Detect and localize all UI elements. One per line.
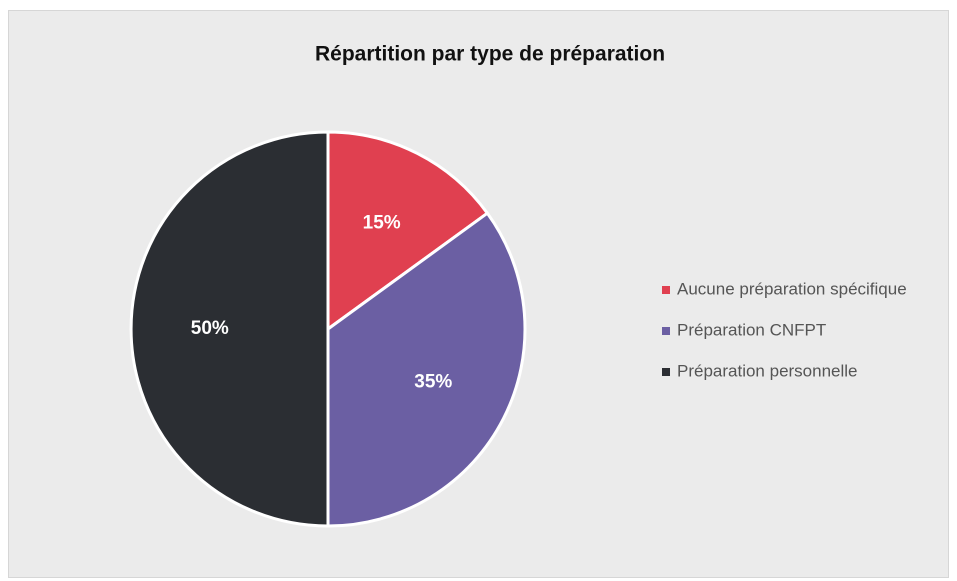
data-label: 15% (363, 213, 401, 234)
pie-slice (326, 211, 527, 528)
legend-label: Aucune préparation spécifique (677, 279, 907, 298)
legend-swatch (662, 327, 670, 335)
data-label: 50% (191, 318, 229, 339)
pie-slice (326, 130, 490, 332)
pie-slice (129, 130, 330, 528)
legend-swatch (662, 286, 670, 294)
legend-swatch (662, 368, 670, 376)
legend-label: Préparation CNFPT (677, 320, 826, 339)
legend-label: Préparation personnelle (677, 361, 858, 380)
chart-title: Répartition par type de préparation (315, 43, 665, 66)
data-label: 35% (414, 372, 452, 393)
